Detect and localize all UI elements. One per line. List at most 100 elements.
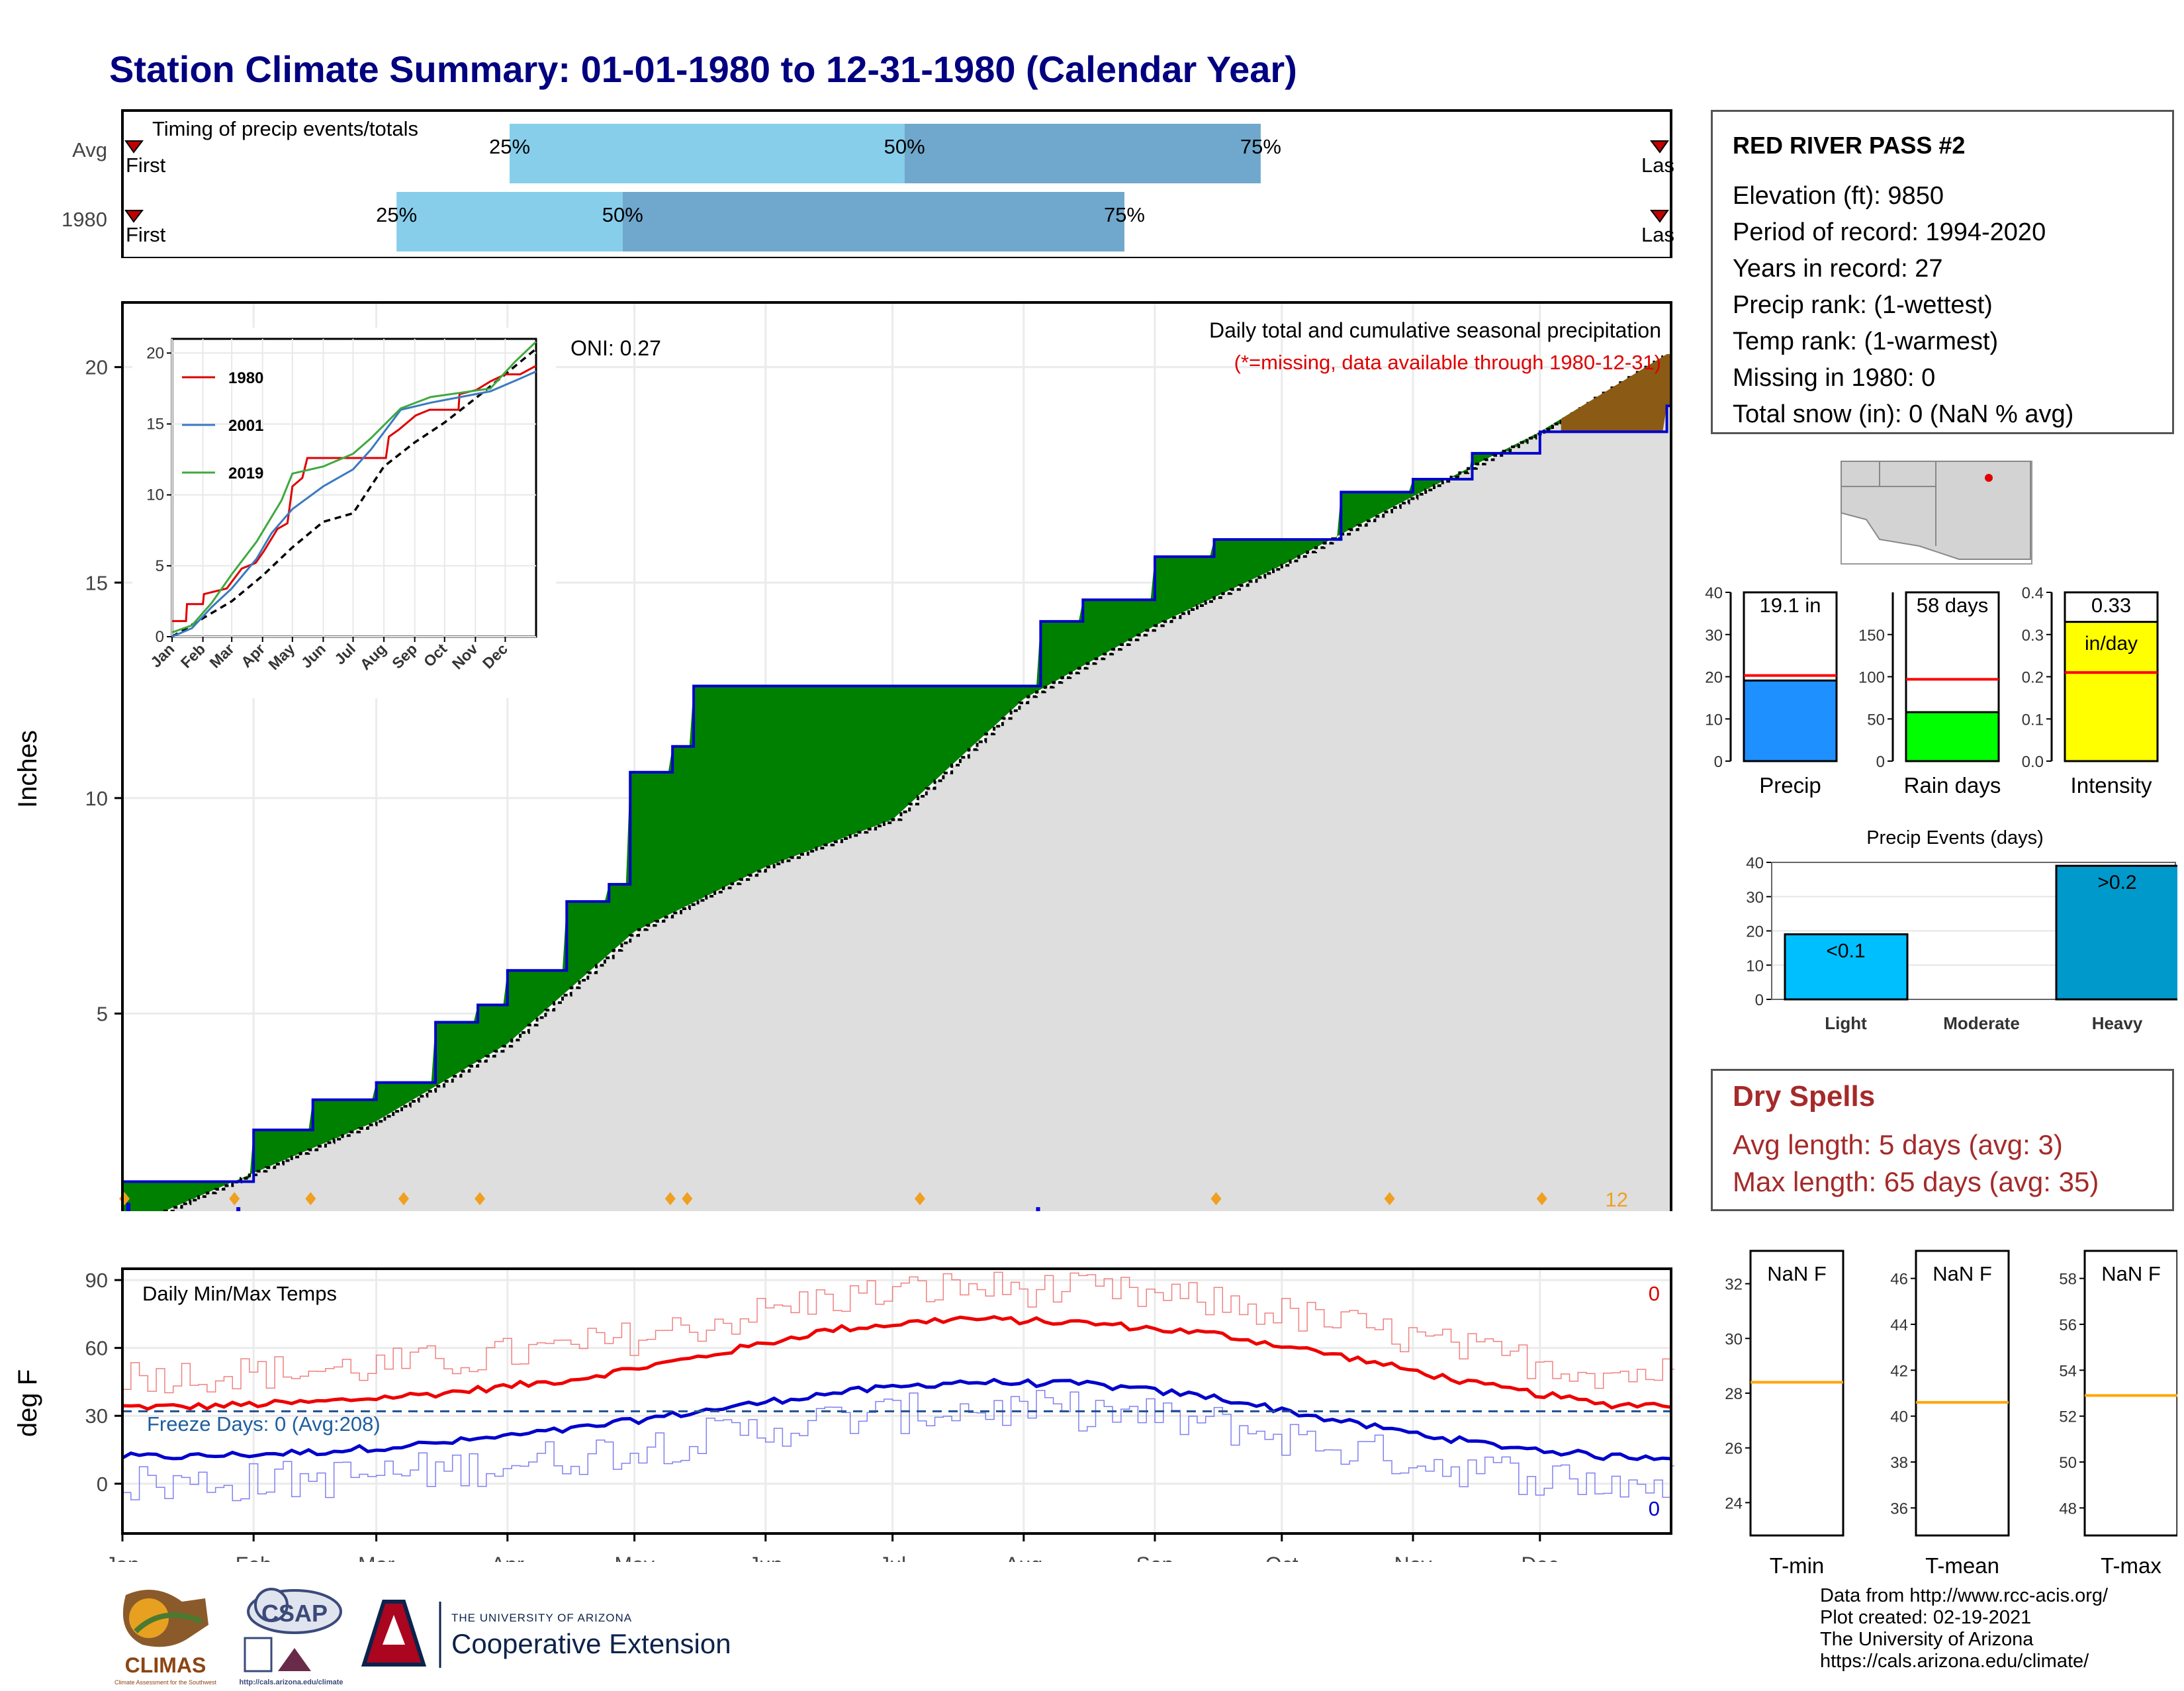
main-ytick-label: 10 (85, 787, 108, 810)
inset-ytick-label: 10 (146, 486, 164, 504)
inset-ytick-label: 20 (146, 344, 164, 362)
temp-chart: Daily Min/Max Temps Freeze Days: 0 (Avg:… (13, 1267, 1674, 1562)
timing-row-1980-label: 1980 (62, 208, 107, 231)
timing-last-label: Last (1641, 223, 1674, 246)
csap-logo: CSAP http://cals.arizona.edu/climate (239, 1588, 343, 1686)
credit-line: https://cals.arizona.edu/climate/ (1820, 1651, 2089, 1672)
daily-precip-bar (1036, 1207, 1040, 1211)
temp-panel-ytick-label: 56 (2059, 1316, 2077, 1334)
station-info-box: RED RIVER PASS #2 Elevation (ft): 9850 P… (1711, 110, 2174, 434)
temp-title: Daily Min/Max Temps (142, 1282, 337, 1305)
timing-first-marker (124, 140, 144, 154)
freeze-label: Freeze Days: 0 (Avg:208) (147, 1412, 381, 1436)
month-label: Jul (879, 1553, 906, 1562)
daily-precip-bar (126, 1203, 130, 1211)
temp-panel-xlabel: T-max (2101, 1553, 2161, 1578)
main-frame (121, 301, 1672, 1211)
temp-panel-ytick-label: 30 (1725, 1330, 1743, 1348)
temp-panel-ytick-label: 40 (1890, 1408, 1908, 1426)
events-ytick-label: 30 (1746, 889, 1764, 907)
heavy-event-marker (1536, 1192, 1547, 1206)
summary-value-label: 58 days (1917, 594, 1989, 617)
month-label: Jan (105, 1553, 140, 1562)
main-ytick-label: 15 (85, 571, 108, 594)
events-category-label: Light (1825, 1013, 1867, 1033)
summary-ytick-label: 0.3 (2022, 627, 2044, 645)
avg-max-line (122, 1315, 1672, 1411)
events-ytick-label: 20 (1746, 923, 1764, 941)
above-average-area (122, 354, 1671, 1211)
avg-min-line (121, 1377, 1672, 1461)
timing-box-upper (904, 124, 1261, 183)
timing-pct-label: 75% (1104, 203, 1145, 226)
events-bar (2055, 864, 2177, 1001)
heavy-event-marker (664, 1192, 676, 1206)
temp-panel-ytick-label: 54 (2059, 1362, 2077, 1380)
csap-url: http://cals.arizona.edu/climate (239, 1678, 343, 1686)
timing-label: Timing of precip events/totals (152, 117, 418, 140)
station-period: Period of record: 1994-2020 (1733, 218, 2046, 246)
temp-panel-ytick-label: 52 (2059, 1408, 2077, 1426)
ua-logo-big: Cooperative Extension (451, 1628, 731, 1659)
timing-box-lower (510, 124, 905, 183)
summary-ytick-label: 0.1 (2022, 711, 2044, 729)
heavy-event-marker (398, 1192, 409, 1206)
heavy-event-marker (305, 1192, 316, 1206)
temp-panel-frame (1915, 1250, 2010, 1537)
precip-events-chart: Precip Events (days) 0 10 20 30 40 <0.1 Light M… (1746, 827, 2177, 1033)
climas-logo-subtitle: Climate Assessment for the Southwest (114, 1679, 217, 1686)
missing-note: (*=missing, data available through 1980-… (1234, 351, 1661, 374)
month-label: Sep (1136, 1553, 1174, 1562)
min-count: 0 (1649, 1497, 1660, 1520)
summary-value-bar (1905, 711, 2000, 762)
summary-value-bar (1743, 679, 1838, 762)
heavy-event-marker (475, 1192, 486, 1206)
inset-legend-label: 2019 (228, 465, 263, 482)
summary-ytick-label: 100 (1858, 669, 1885, 687)
csap-logo-text: CSAP (261, 1600, 328, 1627)
main-ylabel: Inches (13, 730, 42, 808)
station-location-dot (1985, 474, 1993, 482)
month-label: Apr (491, 1553, 524, 1562)
record-min-line (122, 1390, 1674, 1502)
page-title: Station Climate Summary: 01-01-1980 to 1… (109, 48, 1297, 90)
summary-ytick-label: 150 (1858, 627, 1885, 645)
daily-precip-bar (236, 1207, 241, 1211)
timing-last-label: Last (1641, 154, 1674, 177)
summary-ytick-label: 50 (1867, 711, 1885, 729)
summary-ytick-label: 0.2 (2022, 669, 2044, 687)
temp-ytick-label: 90 (85, 1269, 108, 1292)
timing-frame (121, 109, 1672, 258)
events-ytick-label: 40 (1746, 854, 1764, 872)
temp-panel-value-label: NaN F (1933, 1262, 1992, 1285)
month-label: Jun (749, 1553, 783, 1562)
events-title: Precip Events (days) (1866, 827, 2044, 848)
temp-ytick-label: 0 (97, 1473, 108, 1496)
inset-2019-line (171, 341, 537, 633)
credits: Data from http://www.rcc-acis.org/ Plot … (1820, 1585, 2108, 1672)
location-map (1841, 461, 2032, 565)
temp-panel-ytick-label: 32 (1725, 1276, 1743, 1294)
summary-xlabel: Intensity (2071, 773, 2152, 798)
summary-ytick-label: 0 (1876, 753, 1885, 771)
main-ytick-label: 5 (97, 1002, 108, 1025)
temp-panel-ytick-label: 46 (1890, 1271, 1908, 1289)
temp-panel-ytick-label: 48 (2059, 1500, 2077, 1518)
heavy-event-marker (1384, 1192, 1395, 1206)
timing-row-avg-label: Avg (72, 138, 107, 161)
temp-ytick-label: 60 (85, 1337, 108, 1360)
ua-logo-small: THE UNIVERSITY OF ARIZONA (451, 1612, 632, 1624)
events-ytick-label: 10 (1746, 957, 1764, 975)
temp-panel-value-label: NaN F (1767, 1262, 1827, 1285)
timing-box-lower (396, 192, 623, 251)
max-count: 0 (1649, 1282, 1660, 1305)
average-area (163, 354, 1672, 1211)
climas-logo-text: CLIMAS (125, 1653, 206, 1677)
inset-ytick-label: 0 (156, 628, 164, 646)
temp-frame (121, 1267, 1672, 1535)
summary-value-unit: in/day (2085, 633, 2138, 655)
below-average-area (1561, 354, 1671, 432)
heavy-event-marker (914, 1192, 925, 1206)
inset-legend-label: 1980 (228, 369, 263, 387)
